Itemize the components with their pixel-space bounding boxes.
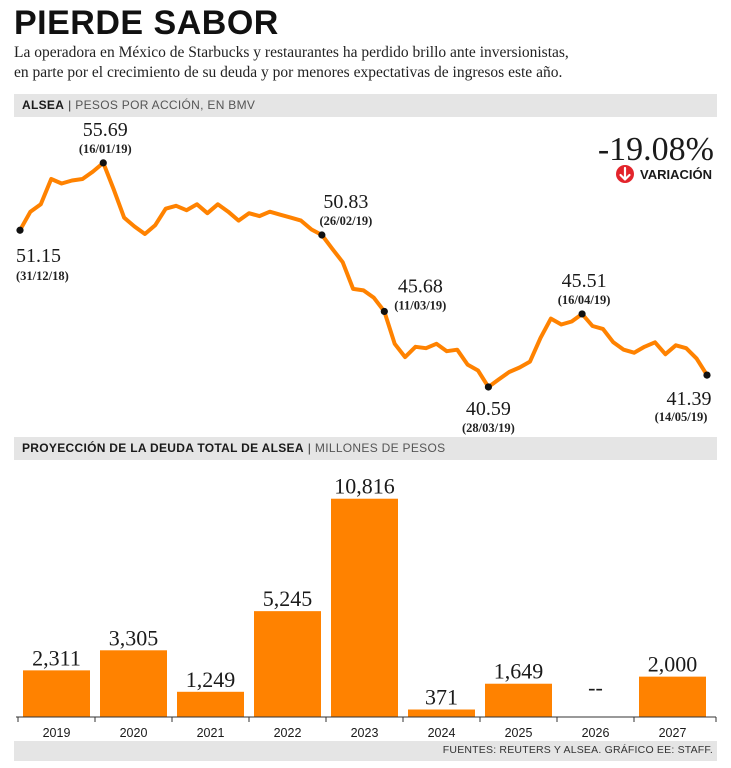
annotation-date: (16/04/19) — [558, 293, 611, 307]
bar-value-label: 2,311 — [32, 645, 81, 670]
annotation-dot — [99, 159, 107, 167]
bar-2020 — [100, 650, 167, 717]
annotation-date: (11/03/19) — [394, 298, 446, 312]
subtitle-line-2: en parte por el crecimiento de su deuda … — [14, 64, 563, 81]
bar-section-header: PROYECCIÓN DE LA DEUDA TOTAL DE ALSEA | MI… — [14, 437, 717, 460]
page-title: PIERDE SABOR — [14, 4, 279, 42]
bar-2022 — [254, 611, 321, 717]
line-chart: -19.08% VARIACIÓN 51.15(31/12/18)55.69(1… — [16, 119, 714, 435]
annotation-value: 55.69 — [83, 119, 128, 141]
bar-value-label: 1,249 — [186, 667, 236, 692]
x-tick-label: 2021 — [197, 726, 225, 740]
line-annotations: 51.15 (31/12/18) 55.69(16/01/19) 50.83(26/0… — [16, 119, 712, 435]
annotation-date: (14/05/19) — [655, 410, 708, 424]
bar-2024 — [408, 709, 475, 717]
bar-section-sublabel: MILLONES DE PESOS — [314, 441, 446, 455]
bar-value-label: 371 — [425, 685, 458, 710]
annotation-dot — [318, 231, 326, 239]
line-section-sublabel: PESOS POR ACCIÓN, EN BMV — [75, 98, 256, 112]
bar-section-label: PROYECCIÓN DE LA DEUDA TOTAL DE ALSEA — [22, 441, 304, 455]
annotation-dot — [578, 310, 586, 318]
bar-2027 — [639, 676, 706, 717]
bar-2019 — [23, 670, 90, 717]
bar-value-label: 5,245 — [263, 586, 313, 611]
variation-value: -19.08% — [598, 131, 714, 168]
annotation-value: 40.59 — [466, 398, 511, 420]
annotation-date: (16/01/19) — [79, 142, 132, 156]
bars-group: 2,311 3,305 1,249 5,245 10,816 371 1,649 -- 2,00… — [23, 474, 706, 717]
bar-2021 — [177, 691, 244, 717]
x-tick-label: 2022 — [274, 726, 302, 740]
subtitle-line-1: La operadora en México de Starbucks y re… — [14, 44, 569, 61]
line-section-label: ALSEA — [22, 98, 65, 112]
x-tick-label: 2019 — [43, 726, 71, 740]
annotation-dot — [484, 383, 493, 391]
line-section-header: ALSEA | PESOS POR ACCIÓN, EN BMV — [14, 94, 717, 117]
annotation-dot — [703, 371, 711, 379]
x-tick-label: 2024 — [428, 726, 456, 740]
annotation-value: 51.15 — [16, 245, 61, 267]
bar-value-label: -- — [588, 675, 603, 700]
price-line — [18, 160, 709, 389]
variation-label: VARIACIÓN — [640, 167, 712, 182]
annotation-date: (26/02/19) — [319, 214, 372, 228]
annotation-value: 50.83 — [323, 191, 368, 213]
annotation-date: (28/03/19) — [462, 421, 515, 435]
bar-2023 — [331, 498, 398, 717]
annotation-value: 41.39 — [667, 388, 712, 410]
annotation-value: 45.51 — [562, 270, 607, 292]
source-bar — [14, 741, 717, 761]
down-arrow-icon — [616, 165, 634, 183]
bar-chart: 2,311 3,305 1,249 5,245 10,816 371 1,649 -- 2,00… — [16, 474, 717, 740]
annotation-dot — [16, 226, 24, 234]
annotation-dot — [380, 307, 388, 316]
page-subtitle: La operadora en México de Starbucks y re… — [14, 43, 714, 83]
source-note: FUENTES: REUTERS Y ALSEA. GRÁFICO EE: ST… — [442, 744, 713, 756]
x-axis-ticks: 2019 2020 2021 2022 2023 2024 2025 2026 2027 — [17, 717, 717, 740]
x-tick-label: 2026 — [582, 726, 610, 740]
x-tick-label: 2025 — [505, 726, 533, 740]
bar-value-label: 3,305 — [109, 625, 159, 650]
bar-value-label: 10,816 — [334, 474, 395, 499]
x-tick-label: 2023 — [351, 726, 379, 740]
annotation-date: (31/12/18) — [16, 269, 69, 283]
bar-value-label: 1,649 — [494, 659, 544, 684]
annotation-value: 45.68 — [398, 275, 443, 297]
x-tick-label: 2027 — [659, 726, 687, 740]
bar-value-label: 2,000 — [648, 652, 698, 677]
x-tick-label: 2020 — [120, 726, 148, 740]
bar-2025 — [485, 683, 552, 717]
